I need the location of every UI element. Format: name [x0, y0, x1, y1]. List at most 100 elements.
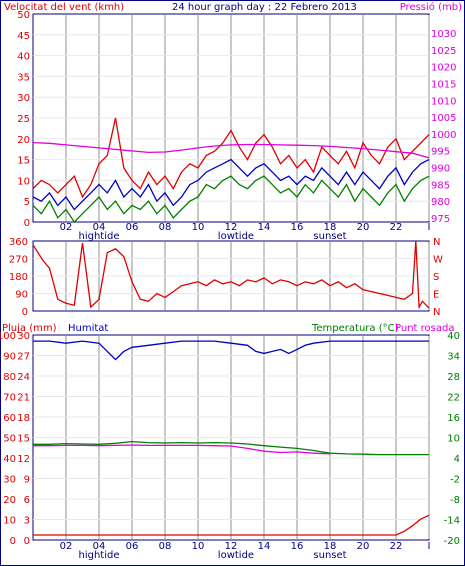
direction-degree-tick-label: 90	[15, 290, 28, 301]
wind-speed-tick-label: 30	[17, 93, 30, 104]
series-line-magenta	[33, 444, 331, 455]
hour-tick-label: 16	[291, 541, 304, 552]
wind-speed-tick-label: 25	[17, 114, 30, 125]
compass-tick-label: N	[433, 237, 440, 248]
hour-tick-label: 10	[192, 222, 205, 233]
wind-series-line-green	[32, 175, 430, 224]
pressure-tick-label: 995	[431, 147, 450, 158]
hour-tick-label: 10	[192, 541, 205, 552]
temperature-tick-label: 4	[454, 454, 460, 465]
rain-tick-label: 40	[3, 454, 16, 465]
humidity-scale-tick-label: 21	[17, 393, 30, 404]
rain-axis-title: Pluja (mm)	[2, 323, 57, 334]
humidity-axis-title: Humitat	[68, 323, 108, 334]
panel-1-hour-labels: 02 04 06 08 10 12 14 16 18 20 22 I	[60, 222, 431, 233]
hour-tick-label: 12	[225, 222, 238, 233]
wind-series-line-red	[32, 117, 430, 199]
temperature-tick-label: -20	[444, 536, 460, 547]
pressure-tick-label: 1015	[431, 79, 456, 90]
humidity-scale-tick-label: 6	[24, 495, 30, 506]
event-label-sunset: sunset	[313, 550, 346, 561]
rain-tick-label: 10	[3, 516, 16, 527]
hour-tick-label: 14	[258, 222, 271, 233]
pressure-tick-label: 1030	[431, 29, 456, 40]
series-line-green	[33, 440, 429, 456]
temperature-axis-title: Temperatura (°C)	[311, 323, 399, 334]
hour-tick-label: 04	[93, 541, 106, 552]
temperature-tick-label: 16	[447, 413, 460, 424]
wind-axis-title: Velocitat del vent (kmh)	[4, 2, 124, 13]
humidity-scale-tick-label: 12	[17, 454, 30, 465]
wind-series-line-magenta	[32, 141, 430, 159]
humidity-scale-tick-label: 0	[24, 536, 30, 547]
chart-title: 24 hour graph day : 22 Febrero 2013	[172, 2, 357, 13]
hour-tick-label: 02	[60, 222, 73, 233]
event-label-lowtide: lowtide	[218, 231, 254, 242]
temperature-tick-label: 22	[447, 393, 460, 404]
rain-tick-label: 0	[10, 536, 16, 547]
direction-degree-tick-label: 270	[9, 255, 28, 266]
wind-series-line-blue	[32, 158, 430, 211]
pressure-tick-label: 1005	[431, 113, 456, 124]
humidity-scale-tick-label: 15	[17, 434, 30, 445]
rain-tick-label: 90	[3, 352, 16, 363]
hour-tick-label: 22	[390, 541, 403, 552]
hour-tick-label: 18	[324, 541, 337, 552]
humidity-scale-tick-label: 9	[24, 475, 30, 486]
event-label-hightide: hightide	[78, 231, 119, 242]
compass-tick-label: S	[433, 272, 439, 283]
wind-speed-tick-label: 35	[17, 72, 30, 83]
hour-tick-label: I	[428, 541, 431, 552]
pressure-tick-label: 1000	[431, 130, 456, 141]
dewpoint-axis-title: Punt rosada	[395, 323, 454, 334]
rain-tick-label: 20	[3, 495, 16, 506]
series-line-red	[33, 514, 430, 536]
hour-tick-label: 02	[60, 541, 73, 552]
wind-speed-tick-label: 20	[17, 135, 30, 146]
hour-tick-label: 20	[357, 541, 370, 552]
panel-3-hour-labels: 02 04 06 08 10 12 14 16 18 20 22 I	[60, 541, 431, 552]
temperature-tick-label: -14	[444, 516, 460, 527]
temperature-tick-label: 10	[447, 434, 460, 445]
direction-degree-tick-label: 360	[9, 237, 28, 248]
compass-tick-label: E	[433, 290, 439, 301]
rain-tick-label: 50	[3, 434, 16, 445]
rain-tick-label: 70	[3, 393, 16, 404]
temperature-tick-label: 34	[447, 352, 460, 363]
wind-speed-tick-label: 50	[17, 10, 30, 21]
pressure-tick-label: 990	[431, 164, 450, 175]
pressure-tick-label: 980	[431, 197, 450, 208]
direction-degree-tick-label: 180	[9, 272, 28, 283]
temperature-tick-label: 40	[447, 331, 460, 342]
rain-tick-label: 80	[3, 372, 16, 383]
hour-tick-label: 20	[357, 222, 370, 233]
hour-tick-label: 16	[291, 222, 304, 233]
rain-tick-label: 100	[0, 331, 16, 342]
event-label-hightide: hightide	[78, 550, 119, 561]
hour-tick-label: 06	[126, 541, 139, 552]
pressure-tick-label: 1010	[431, 96, 456, 107]
hour-tick-label: 12	[225, 541, 238, 552]
humidity-scale-tick-label: 30	[17, 331, 30, 342]
direction-series-line	[32, 240, 430, 310]
direction-degree-tick-label: 0	[22, 307, 28, 318]
pressure-tick-label: 975	[431, 214, 450, 225]
humidity-scale-tick-label: 3	[24, 516, 30, 527]
event-label-lowtide: lowtide	[218, 550, 254, 561]
compass-tick-label: W	[433, 255, 443, 266]
wind-speed-tick-label: 10	[17, 176, 30, 187]
compass-tick-label: N	[433, 307, 440, 318]
temperature-tick-label: 28	[447, 372, 460, 383]
series-line-blue	[33, 340, 429, 361]
temperature-tick-label: -8	[450, 495, 460, 506]
hour-tick-label: 04	[93, 222, 106, 233]
hour-tick-label: 08	[159, 222, 172, 233]
wind-speed-tick-label: 40	[17, 52, 30, 63]
pressure-tick-label: 1025	[431, 46, 456, 57]
hour-tick-label: 06	[126, 222, 139, 233]
hour-tick-label: 08	[159, 541, 172, 552]
rain-humidity-temp-panel: 1009080706050403020100302724211815129630…	[0, 331, 460, 547]
hour-tick-label: 18	[324, 222, 337, 233]
